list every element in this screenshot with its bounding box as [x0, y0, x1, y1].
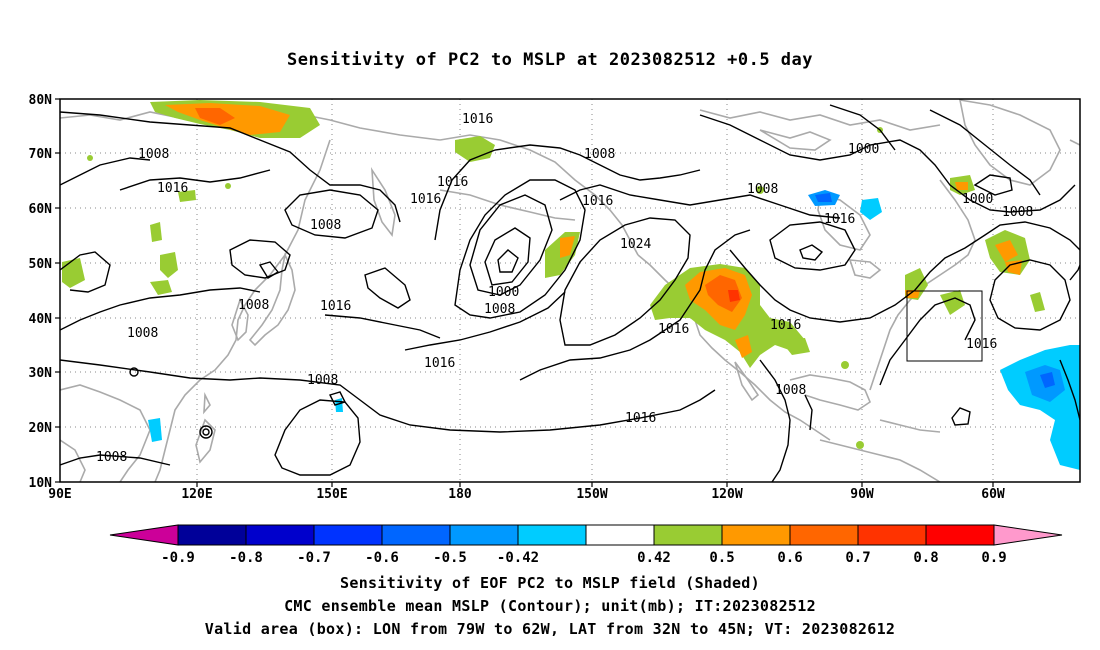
colorbar-box [653, 524, 723, 546]
colorbar-box [925, 524, 995, 546]
lon-label: 90W [850, 487, 874, 502]
contour-label: 1008 [310, 218, 341, 233]
lat-label: 70N [29, 147, 53, 162]
lon-label: 180 [448, 487, 472, 502]
colorbar-label: 0.42 [637, 550, 671, 566]
contour-label: 1016 [157, 181, 188, 196]
contour-label: 1016 [625, 411, 656, 426]
chart-title: Sensitivity of PC2 to MSLP at 2023082512… [286, 50, 813, 70]
colorbar-label: -0.42 [497, 550, 539, 566]
contour-label: 1016 [966, 337, 997, 352]
colorbar-label: 0.6 [777, 550, 802, 566]
lon-label: 150W [576, 487, 607, 502]
contour-label: 1016 [770, 318, 801, 333]
lat-label: 60N [29, 202, 53, 217]
contour-label: 1024 [620, 237, 651, 252]
contour-label: 1008 [307, 373, 338, 388]
contour-label: 1008 [484, 302, 515, 317]
lat-label: 20N [29, 421, 53, 436]
colorbar-label: 0.9 [981, 550, 1006, 566]
lon-ticks [196, 482, 994, 487]
valid-area-box [906, 290, 983, 362]
contour-label: 1008 [138, 147, 169, 162]
colorbar-box [517, 524, 587, 546]
lat-ticks [55, 98, 60, 483]
lat-label: 30N [29, 366, 53, 381]
colorbar-label: 0.5 [709, 550, 734, 566]
lat-label: 40N [29, 312, 53, 327]
contour-label: 1000 [848, 142, 879, 157]
sensitivity-shading [62, 100, 1080, 470]
colorbar-label: 0.8 [913, 550, 938, 566]
colorbar-box [449, 524, 519, 546]
contour-label: 1016 [320, 299, 351, 314]
mslp-contours [60, 104, 1080, 482]
contour-label: 1016 [462, 112, 493, 127]
map-grid [60, 99, 1080, 482]
colorbar-label: 0.7 [845, 550, 870, 566]
lat-label: 10N [29, 476, 53, 491]
contour-label: 1016 [658, 322, 689, 337]
contour-label: 1008 [96, 450, 127, 465]
lon-label: 90E [48, 487, 71, 502]
lon-label: 60W [981, 487, 1005, 502]
lon-label: 150E [316, 487, 347, 502]
contour-label: 1016 [824, 212, 855, 227]
contour-label: 1016 [410, 192, 441, 207]
lon-label: 120E [181, 487, 212, 502]
colorbar-box [245, 524, 315, 546]
colorbar-labels: -0.9 -0.8 -0.7 -0.6 -0.5 -0.42 0.42 0.5 0.6 0.7 0.… [161, 550, 1007, 566]
contour-label: 1000 [962, 192, 993, 207]
colorbar-box [857, 524, 927, 546]
colorbar-label: -0.5 [433, 550, 467, 566]
colorbar-label: -0.6 [365, 550, 399, 566]
colorbar-box [177, 524, 247, 546]
contour-label: 1008 [1002, 205, 1033, 220]
lat-label: 50N [29, 257, 53, 272]
colorbar-arrow-right [993, 524, 1063, 546]
colorbar-box [721, 524, 791, 546]
map-frame [59, 98, 1081, 483]
lon-label: 120W [711, 487, 742, 502]
colorbar-label: -0.8 [229, 550, 263, 566]
colorbar-label: -0.9 [161, 550, 195, 566]
contour-label: 1000 [488, 285, 519, 300]
latitude-labels: 80N 70N 60N 50N 40N 30N 20N 10N [29, 93, 53, 491]
contour-label: 1016 [582, 194, 613, 209]
colorbar-box [789, 524, 859, 546]
contour-label: 1008 [747, 182, 778, 197]
footer-line-1: Sensitivity of EOF PC2 to MSLP field (Sh… [340, 574, 760, 592]
contour-label: 1008 [584, 147, 615, 162]
colorbar-box [585, 524, 655, 546]
contour-label: 1008 [775, 383, 806, 398]
contour-labels: 1016 1008 1008 1000 1016 1016 1008 1016 … [96, 112, 1033, 465]
colorbar-box [381, 524, 451, 546]
colorbar-arrow-left [109, 524, 179, 546]
footer-line-2: CMC ensemble mean MSLP (Contour); unit(m… [284, 597, 816, 615]
contour-label: 1016 [424, 356, 455, 371]
colorbar [109, 524, 1063, 546]
contour-label: 1008 [238, 298, 269, 313]
lat-label: 80N [29, 93, 53, 108]
contour-label: 1008 [127, 326, 158, 341]
footer-line-3: Valid area (box): LON from 79W to 62W, L… [204, 620, 896, 638]
colorbar-label: -0.7 [297, 550, 331, 566]
longitude-labels: 90E 120E 150E 180 150W 120W 90W 60W [48, 487, 1005, 502]
contour-label: 1016 [437, 175, 468, 190]
colorbar-box [313, 524, 383, 546]
